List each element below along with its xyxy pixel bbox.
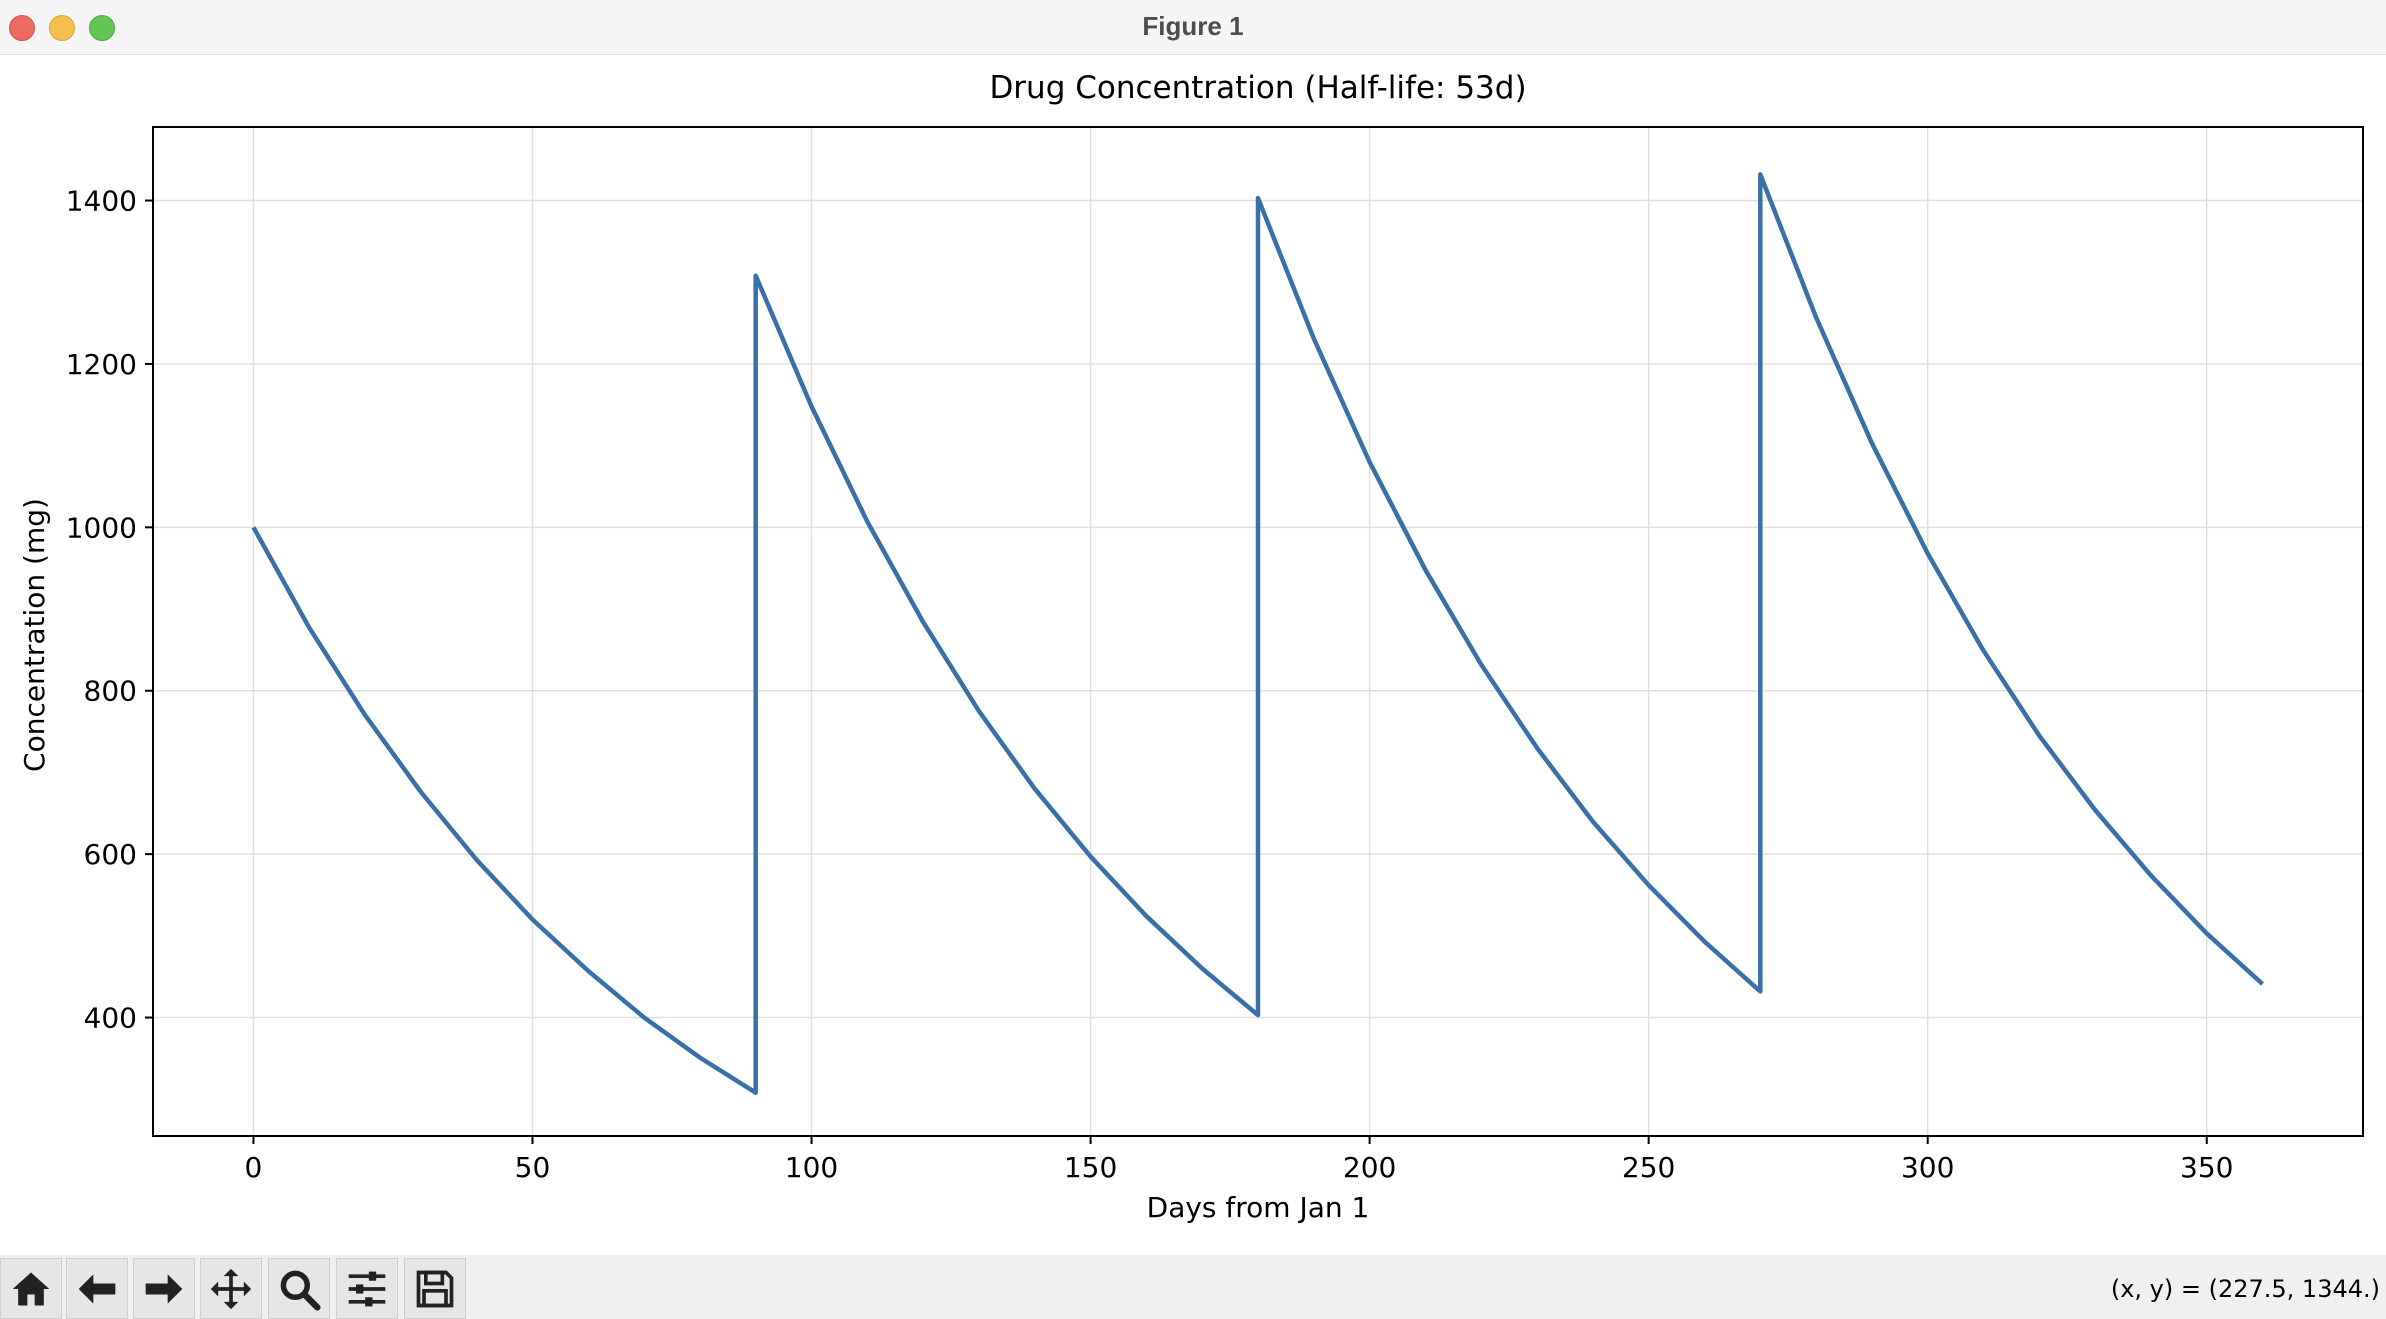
- window-title: Figure 1: [1142, 11, 1244, 41]
- zoom-icon: [280, 1270, 321, 1311]
- x-tick-label: 300: [1901, 1151, 1954, 1184]
- save-icon: [416, 1270, 454, 1307]
- y-tick-label: 400: [84, 1002, 137, 1035]
- pan-button[interactable]: [200, 1258, 262, 1319]
- home-icon: [12, 1272, 50, 1305]
- y-axis-ticks: 400 600 800 1000 1200 1400: [66, 185, 153, 1035]
- x-tick-label: 200: [1343, 1151, 1396, 1184]
- cursor-coordinates: (x, y) = (227.5, 1344.): [2110, 1275, 2380, 1303]
- x-tick-label: 150: [1064, 1151, 1117, 1184]
- minimize-window-button[interactable]: [49, 15, 75, 41]
- x-axis-ticks: 0 50 100 150 200 250 300 350: [245, 1136, 2233, 1184]
- axes-frame: [152, 126, 2364, 1137]
- x-tick-label: 250: [1622, 1151, 1675, 1184]
- x-tick-label: 50: [515, 1151, 551, 1184]
- concentration-line: [251, 172, 2265, 1095]
- zoom-button[interactable]: [268, 1258, 330, 1319]
- close-window-button[interactable]: [9, 15, 35, 41]
- x-axis-label: Days from Jan 1: [1147, 1191, 1370, 1224]
- navigation-toolbar: (x, y) = (227.5, 1344.): [0, 1255, 2386, 1319]
- home-button[interactable]: [0, 1258, 62, 1319]
- save-button[interactable]: [404, 1258, 466, 1319]
- y-tick-label: 1200: [66, 348, 137, 381]
- chart-svg: Drug Concentration (Half-life: 53d) 0 50 1…: [18, 70, 2364, 1224]
- chart-title: Drug Concentration (Half-life: 53d): [989, 70, 1526, 106]
- configure-subplots-button[interactable]: [336, 1258, 398, 1319]
- pan-icon: [210, 1268, 252, 1309]
- x-tick-label: 0: [245, 1151, 263, 1184]
- y-axis-label: Concentration (mg): [18, 498, 51, 772]
- y-tick-label: 600: [84, 838, 137, 871]
- back-button[interactable]: [66, 1258, 128, 1319]
- x-tick-label: 100: [785, 1151, 838, 1184]
- figure-canvas[interactable]: Drug Concentration (Half-life: 53d) 0 50 1…: [0, 55, 2386, 1255]
- back-arrow-icon: [78, 1273, 116, 1304]
- window-titlebar: Figure 1: [0, 0, 2386, 55]
- configure-subplots-icon: [348, 1271, 386, 1306]
- y-tick-label: 1000: [66, 511, 137, 544]
- y-tick-label: 800: [84, 675, 137, 708]
- maximize-window-button[interactable]: [89, 15, 115, 41]
- y-tick-label: 1400: [66, 185, 137, 218]
- x-tick-label: 350: [2180, 1151, 2233, 1184]
- forward-button[interactable]: [133, 1258, 195, 1319]
- forward-arrow-icon: [145, 1273, 183, 1304]
